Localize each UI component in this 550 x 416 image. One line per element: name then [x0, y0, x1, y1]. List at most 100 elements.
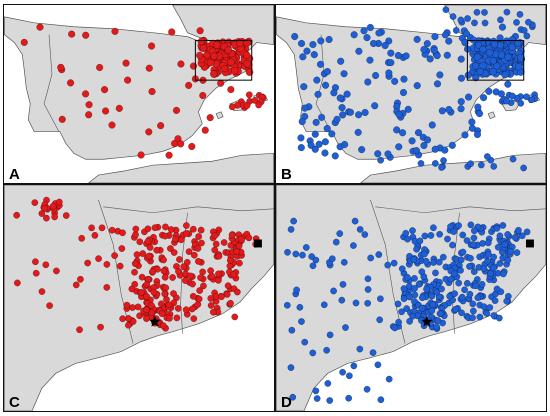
occurrence-dot: [171, 140, 179, 148]
occurrence-dot: [419, 294, 426, 301]
occurrence-dot: [251, 97, 259, 104]
occurrence-dot: [459, 248, 467, 256]
occurrence-dot: [309, 41, 317, 49]
occurrence-dot: [431, 33, 439, 41]
occurrence-dot: [38, 210, 46, 217]
occurrence-dot: [436, 310, 444, 317]
occurrence-dot: [165, 301, 173, 309]
occurrence-dot: [363, 385, 371, 393]
occurrence-dot: [226, 257, 234, 264]
panel-label: B: [281, 166, 292, 183]
occurrence-dot: [283, 301, 291, 309]
occurrence-dot: [315, 140, 323, 148]
occurrence-dot: [170, 290, 177, 297]
occurrence-dot: [122, 59, 130, 67]
occurrence-dot: [402, 229, 410, 237]
occurrence-dot: [243, 51, 251, 59]
iberia-map: [4, 5, 274, 183]
occurrence-dot: [338, 104, 346, 112]
occurrence-dot: [168, 28, 176, 36]
occurrence-dot: [420, 46, 428, 53]
occurrence-dot: [195, 258, 202, 265]
occurrence-dot: [162, 223, 169, 231]
occurrence-dot: [340, 70, 348, 78]
occurrence-dot: [77, 275, 84, 283]
occurrence-dot: [145, 252, 153, 260]
occurrence-dot: [195, 295, 203, 303]
occurrence-dot: [364, 78, 372, 86]
occurrence-dot: [354, 128, 362, 136]
portugal-border: [43, 34, 60, 132]
occurrence-dot: [523, 93, 530, 101]
occurrence-dot: [236, 259, 243, 267]
occurrence-dot: [182, 230, 190, 237]
occurrence-dot: [468, 118, 476, 126]
occurrence-dot: [493, 285, 501, 293]
occurrence-dot: [125, 321, 132, 329]
occurrence-dot: [57, 63, 65, 71]
occurrence-dot: [314, 90, 322, 98]
occurrence-dot: [406, 317, 413, 325]
occurrence-dot: [470, 307, 477, 315]
occurrence-dot: [449, 241, 456, 249]
occurrence-dot: [485, 87, 493, 95]
occurrence-dot: [474, 294, 482, 301]
occurrence-dot: [341, 141, 349, 149]
occurrence-dot: [312, 118, 320, 126]
occurrence-dot: [223, 291, 231, 298]
occurrence-dot: [290, 217, 297, 225]
occurrence-dot: [467, 221, 475, 229]
occurrence-dot: [375, 251, 383, 258]
occurrence-dot: [385, 69, 393, 77]
occurrence-dot: [299, 251, 306, 259]
occurrence-dot: [496, 260, 504, 267]
occurrence-dot: [346, 108, 354, 116]
occurrence-dot: [291, 33, 299, 41]
occurrence-dot: [323, 68, 331, 76]
occurrence-dot: [515, 63, 523, 71]
occurrence-dot: [441, 31, 449, 39]
occurrence-dot: [355, 47, 363, 55]
occurrence-dot: [212, 240, 220, 248]
occurrence-dot: [440, 253, 447, 261]
occurrence-dot: [82, 31, 90, 39]
occurrence-dot: [438, 107, 446, 115]
occurrence-dot: [159, 322, 167, 329]
occurrence-dot: [458, 309, 465, 317]
occurrence-dot: [457, 256, 465, 264]
occurrence-dot: [523, 32, 531, 40]
occurrence-dot: [433, 323, 440, 331]
occurrence-dot: [134, 303, 142, 311]
occurrence-dot: [323, 346, 330, 354]
occurrence-dot: [301, 338, 309, 346]
occurrence-dot: [309, 262, 317, 270]
occurrence-dot: [165, 151, 173, 159]
occurrence-dot: [415, 129, 423, 137]
occurrence-dot: [421, 232, 429, 240]
occurrence-dot: [199, 268, 206, 276]
occurrence-dot: [423, 40, 431, 48]
occurrence-dot: [227, 58, 235, 66]
occurrence-dot: [160, 267, 168, 275]
occurrence-dot: [395, 318, 402, 326]
occurrence-dot: [76, 326, 83, 334]
occurrence-dot: [508, 43, 516, 51]
occurrence-dot: [441, 146, 449, 154]
occurrence-dot: [430, 259, 437, 266]
occurrence-dot: [415, 281, 423, 288]
occurrence-dot: [207, 295, 215, 302]
occurrence-dot: [197, 37, 206, 46]
occurrence-dot: [504, 80, 512, 88]
occurrence-dot: [448, 141, 456, 149]
occurrence-dot: [298, 318, 305, 325]
occurrence-dot: [118, 245, 126, 252]
occurrence-dot: [372, 72, 380, 79]
occurrence-dot: [452, 306, 459, 313]
occurrence-dot: [38, 288, 46, 295]
occurrence-dot: [451, 270, 458, 278]
occurrence-dot: [143, 293, 150, 300]
occurrence-dot: [320, 301, 328, 309]
occurrence-dot: [459, 231, 467, 239]
occurrence-dot: [410, 256, 418, 263]
occurrence-dot: [432, 269, 439, 277]
